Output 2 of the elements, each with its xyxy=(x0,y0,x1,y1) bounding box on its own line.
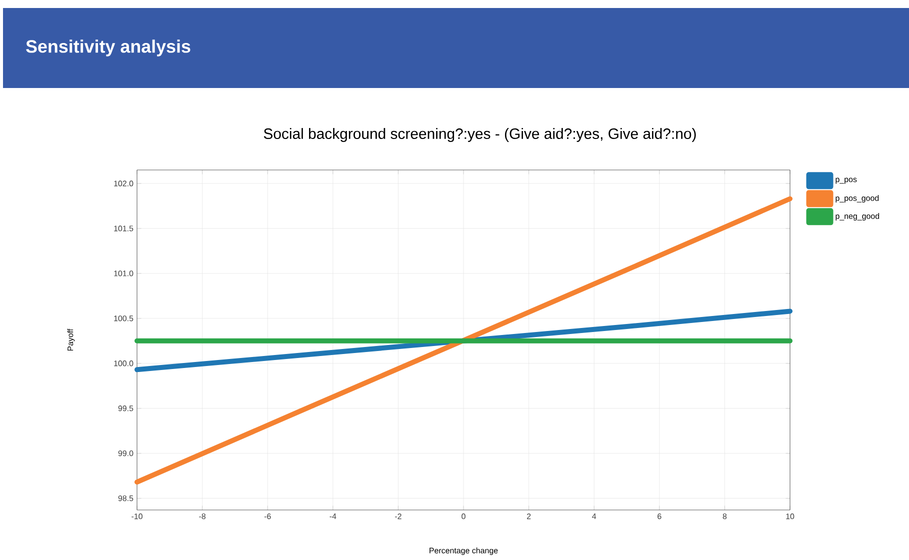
chart-title: Sensitivity analysis xyxy=(26,40,190,56)
chart-subtitle: Social background screening?:yes - (Give aid?:yes, Give aid?:no) xyxy=(264,128,696,142)
